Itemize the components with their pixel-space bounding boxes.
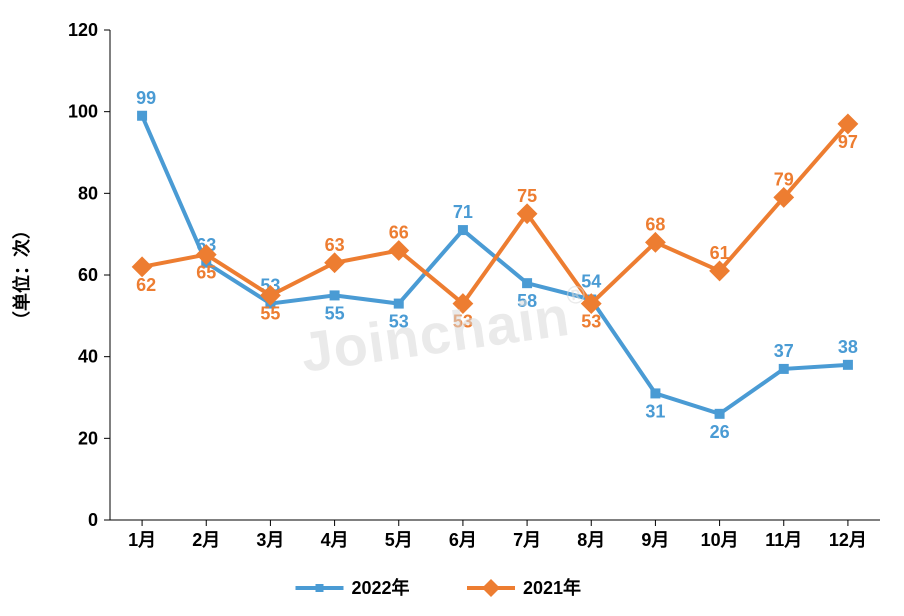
marker-0-6 bbox=[523, 279, 531, 287]
x-tick-label: 7月 bbox=[513, 530, 541, 550]
data-label-0-4: 53 bbox=[389, 312, 409, 332]
data-label-0-10: 37 bbox=[774, 341, 794, 361]
marker-1-0 bbox=[133, 258, 151, 276]
y-tick-label: 80 bbox=[78, 183, 98, 203]
data-label-1-10: 79 bbox=[774, 169, 794, 189]
data-label-1-9: 61 bbox=[710, 243, 730, 263]
y-tick-label: 20 bbox=[78, 428, 98, 448]
legend-label-0: 2022年 bbox=[352, 577, 410, 598]
marker-1-3 bbox=[326, 254, 344, 272]
data-label-1-3: 63 bbox=[325, 235, 345, 255]
x-tick-label: 1月 bbox=[128, 530, 156, 550]
data-label-1-7: 53 bbox=[581, 312, 601, 332]
data-label-0-11: 38 bbox=[838, 337, 858, 357]
x-tick-label: 6月 bbox=[449, 530, 477, 550]
data-label-0-7: 54 bbox=[581, 272, 601, 292]
marker-0-0 bbox=[138, 112, 146, 120]
x-tick-label: 12月 bbox=[829, 530, 867, 550]
data-label-1-1: 65 bbox=[196, 263, 216, 283]
series-line-1 bbox=[142, 124, 848, 304]
legend-marker-0 bbox=[316, 584, 324, 592]
data-label-0-6: 58 bbox=[517, 291, 537, 311]
legend-marker-1 bbox=[482, 579, 500, 597]
x-tick-label: 8月 bbox=[577, 530, 605, 550]
line-chart: Joinchain® 020406080100120（单位：次）1月2月3月4月… bbox=[0, 0, 904, 616]
x-tick-label: 4月 bbox=[321, 530, 349, 550]
series-line-0 bbox=[142, 116, 848, 414]
marker-0-10 bbox=[780, 365, 788, 373]
x-tick-label: 9月 bbox=[641, 530, 669, 550]
marker-0-11 bbox=[844, 361, 852, 369]
x-tick-label: 10月 bbox=[701, 530, 739, 550]
data-label-1-8: 68 bbox=[645, 214, 665, 234]
y-tick-label: 120 bbox=[68, 20, 98, 40]
data-label-1-0: 62 bbox=[136, 275, 156, 295]
x-tick-label: 5月 bbox=[385, 530, 413, 550]
y-tick-label: 40 bbox=[78, 347, 98, 367]
data-label-1-11: 97 bbox=[838, 132, 858, 152]
y-axis-title: （单位：次） bbox=[11, 221, 32, 329]
y-tick-label: 0 bbox=[88, 510, 98, 530]
legend-label-1: 2021年 bbox=[523, 577, 581, 598]
y-tick-label: 100 bbox=[68, 102, 98, 122]
data-label-0-3: 55 bbox=[325, 303, 345, 323]
data-label-1-5: 53 bbox=[453, 312, 473, 332]
data-label-0-5: 71 bbox=[453, 202, 473, 222]
data-label-0-0: 99 bbox=[136, 88, 156, 108]
x-tick-label: 3月 bbox=[256, 530, 284, 550]
data-label-1-2: 55 bbox=[260, 303, 280, 323]
x-tick-label: 11月 bbox=[765, 530, 802, 550]
chart-svg: 0 20 40 60 80 100 120 （单位：次） 1月 2月 3月 4月 5月 6月 7月 8月 9月 1… bbox=[0, 0, 904, 616]
y-tick-label: 60 bbox=[78, 265, 98, 285]
marker-0-9 bbox=[716, 410, 724, 418]
marker-0-3 bbox=[331, 291, 339, 299]
data-label-0-8: 31 bbox=[645, 401, 665, 421]
x-tick-label: 2月 bbox=[192, 530, 220, 550]
data-label-1-4: 66 bbox=[389, 223, 409, 243]
marker-0-4 bbox=[395, 300, 403, 308]
marker-0-5 bbox=[459, 226, 467, 234]
data-label-0-9: 26 bbox=[710, 422, 730, 442]
marker-0-8 bbox=[651, 389, 659, 397]
data-label-1-6: 75 bbox=[517, 186, 537, 206]
